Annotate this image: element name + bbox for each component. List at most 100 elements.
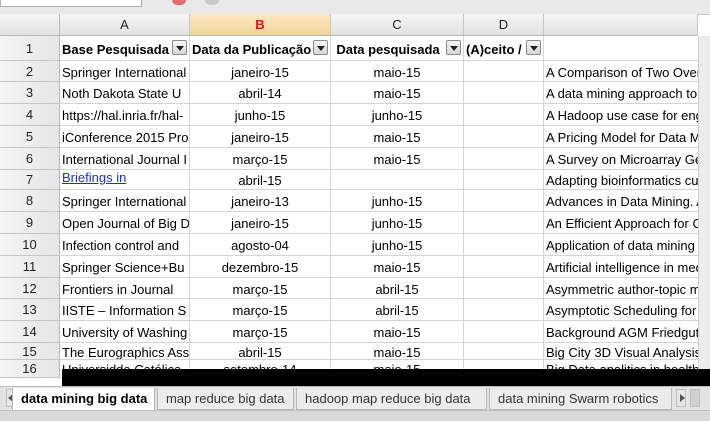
table-cell[interactable]: abril-15 bbox=[331, 278, 464, 299]
table-cell[interactable]: maio-15 bbox=[331, 61, 464, 82]
table-cell[interactable]: Asymmetric author-topic mo bbox=[544, 278, 708, 299]
table-cell[interactable]: A data mining approach to bbox=[544, 82, 698, 104]
table-cell[interactable] bbox=[331, 170, 464, 190]
toolbar-icon[interactable] bbox=[172, 0, 186, 5]
table-cell[interactable]: The Eurographics Ass bbox=[60, 343, 190, 360]
table-cell[interactable]: junho-15 bbox=[331, 190, 464, 212]
table-cell[interactable]: Infection control and bbox=[60, 234, 190, 256]
column-header-c[interactable]: C bbox=[331, 14, 464, 36]
table-cell[interactable]: maio-15 bbox=[331, 321, 464, 343]
table-cell[interactable]: Springer International bbox=[60, 190, 190, 212]
row-header[interactable]: 11 bbox=[0, 256, 60, 278]
table-cell[interactable]: maio-15 bbox=[331, 126, 464, 148]
table-cell[interactable] bbox=[464, 126, 544, 148]
table-cell[interactable]: Open Journal of Big D bbox=[60, 212, 190, 234]
table-cell[interactable]: junho-15 bbox=[331, 212, 464, 234]
table-cell[interactable]: Frontiers in Journal bbox=[60, 278, 190, 299]
table-cell[interactable]: A Comparison of Two Overs bbox=[544, 61, 708, 82]
table-cell[interactable]: Springer Science+Bu bbox=[60, 256, 190, 278]
table-cell[interactable] bbox=[464, 170, 544, 190]
table-cell[interactable]: março-15 bbox=[190, 299, 331, 321]
row-header[interactable]: 8 bbox=[0, 190, 60, 212]
table-cell[interactable]: junho-15 bbox=[331, 104, 464, 126]
toolbar-icon[interactable] bbox=[205, 0, 219, 5]
table-cell[interactable]: Asymptotic Scheduling for M bbox=[544, 299, 710, 321]
row-header[interactable]: 10 bbox=[0, 234, 60, 256]
table-cell[interactable] bbox=[464, 190, 544, 212]
row-header[interactable]: 12 bbox=[0, 278, 60, 299]
table-cell[interactable]: maio-15 bbox=[331, 148, 464, 170]
row-header[interactable]: 13 bbox=[0, 299, 60, 321]
table-cell[interactable]: University of Washing bbox=[60, 321, 190, 343]
table-cell[interactable] bbox=[464, 343, 544, 360]
table-cell[interactable]: dezembro-15 bbox=[190, 256, 331, 278]
tab-scroll-end-button[interactable] bbox=[690, 389, 700, 407]
table-cell[interactable] bbox=[464, 234, 544, 256]
header-cell[interactable]: Data pesquisada bbox=[331, 36, 464, 61]
table-cell[interactable]: Application of data mining te bbox=[544, 234, 709, 256]
table-cell[interactable]: Noth Dakota State U bbox=[60, 82, 190, 104]
sheet-tab[interactable]: data mining big data bbox=[12, 388, 155, 412]
table-cell[interactable]: A Hadoop use case for engi bbox=[544, 104, 706, 126]
table-cell[interactable]: março-15 bbox=[190, 278, 331, 299]
table-cell[interactable]: An Efficient Approach for Co bbox=[544, 212, 709, 234]
sheet-tab[interactable]: hadoop map reduce big data bbox=[296, 388, 487, 410]
table-cell[interactable]: abril-15 bbox=[190, 343, 331, 360]
select-all-corner[interactable] bbox=[0, 14, 60, 36]
table-cell[interactable]: A Pricing Model for Data Ma bbox=[544, 126, 708, 148]
table-cell[interactable] bbox=[464, 148, 544, 170]
table-cell[interactable]: junho-15 bbox=[331, 234, 464, 256]
table-cell[interactable]: março-15 bbox=[190, 321, 331, 343]
tab-scroll-right-button[interactable] bbox=[676, 389, 686, 407]
table-cell[interactable]: Advances in Data Mining. A bbox=[544, 190, 705, 212]
table-cell[interactable] bbox=[464, 61, 544, 82]
table-cell[interactable] bbox=[464, 212, 544, 234]
row-header[interactable]: 7 bbox=[0, 170, 60, 190]
table-cell[interactable]: maio-15 bbox=[331, 343, 464, 360]
row-header[interactable]: 1 bbox=[0, 36, 60, 61]
sheet-tab[interactable]: data mining Swarm robotics bbox=[489, 388, 672, 410]
table-cell[interactable]: Big City 3D Visual Analysis bbox=[544, 345, 702, 360]
column-header-d[interactable]: D bbox=[464, 14, 544, 36]
row-header[interactable]: 15 bbox=[0, 343, 60, 360]
row-header[interactable]: 2 bbox=[0, 61, 60, 82]
table-cell[interactable]: maio-15 bbox=[331, 256, 464, 278]
header-cell[interactable]: (A)ceito / bbox=[464, 36, 544, 61]
row-header[interactable]: 9 bbox=[0, 212, 60, 234]
autofilter-dropdown-button[interactable] bbox=[172, 40, 187, 55]
column-header-b[interactable]: B bbox=[190, 14, 331, 36]
table-cell[interactable]: iConference 2015 Pro bbox=[60, 126, 190, 148]
table-cell[interactable]: IISTE – Information S bbox=[60, 299, 190, 321]
header-cell[interactable]: Data da Publicação bbox=[190, 36, 331, 61]
row-header[interactable]: 3 bbox=[0, 82, 60, 104]
header-cell[interactable] bbox=[544, 36, 698, 61]
table-cell[interactable]: Briefings in bbox=[60, 170, 190, 190]
table-cell[interactable]: janeiro-15 bbox=[190, 126, 331, 148]
table-cell[interactable]: abril-14 bbox=[190, 82, 331, 104]
table-cell[interactable]: Springer International bbox=[60, 61, 190, 82]
row-header[interactable]: 5 bbox=[0, 126, 60, 148]
table-cell[interactable]: Adapting bioinformatics curr bbox=[544, 170, 707, 190]
header-cell[interactable]: Base Pesquisada bbox=[60, 36, 190, 61]
table-cell[interactable]: abril-15 bbox=[190, 170, 331, 190]
table-cell[interactable] bbox=[464, 321, 544, 343]
table-cell[interactable] bbox=[464, 299, 544, 321]
table-cell[interactable]: abril-15 bbox=[331, 299, 464, 321]
autofilter-dropdown-button[interactable] bbox=[446, 40, 461, 55]
table-cell[interactable] bbox=[464, 82, 544, 104]
table-cell[interactable]: Background AGM Friedgut C bbox=[544, 321, 710, 343]
vertical-scrollbar[interactable] bbox=[698, 36, 710, 371]
autofilter-dropdown-button[interactable] bbox=[526, 40, 541, 55]
table-cell[interactable] bbox=[464, 104, 544, 126]
row-header[interactable]: 6 bbox=[0, 148, 60, 170]
name-box[interactable] bbox=[0, 0, 142, 7]
table-cell[interactable] bbox=[464, 256, 544, 278]
table-cell[interactable]: A Survey on Microarray Gen bbox=[544, 148, 709, 170]
row-header[interactable]: 4 bbox=[0, 104, 60, 126]
table-cell[interactable] bbox=[464, 278, 544, 299]
table-cell[interactable]: janeiro-13 bbox=[190, 190, 331, 212]
table-cell[interactable]: Artificial intelligence in medi bbox=[544, 256, 706, 278]
table-cell[interactable]: International Journal I bbox=[60, 148, 190, 170]
table-cell[interactable]: maio-15 bbox=[331, 82, 464, 104]
table-cell[interactable]: janeiro-15 bbox=[190, 61, 331, 82]
